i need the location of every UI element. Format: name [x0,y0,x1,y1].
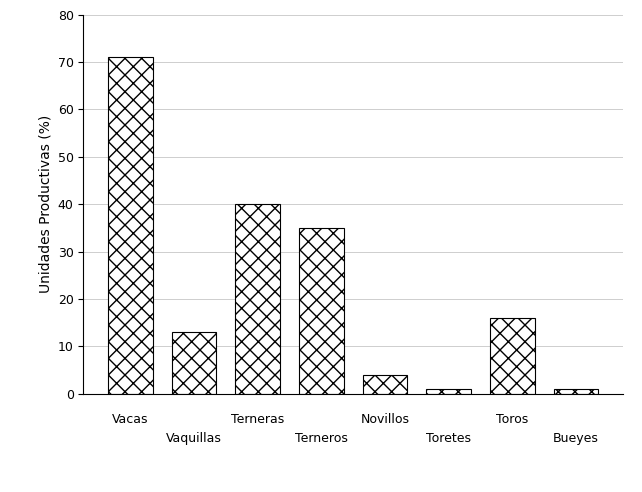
Text: Terneros: Terneros [295,432,348,445]
Bar [490,318,535,394]
Bar [236,204,280,394]
Y-axis label: Unidades Productivas (%): Unidades Productivas (%) [38,115,52,293]
Text: Toretes: Toretes [426,432,471,445]
Text: Bueyes: Bueyes [553,432,599,445]
Text: Toros: Toros [496,413,528,426]
Text: Novillos: Novillos [360,413,410,426]
Bar [553,389,598,394]
Bar [363,375,407,394]
Text: Terneras: Terneras [231,413,284,426]
Bar [108,58,153,394]
Bar [171,332,216,394]
Text: Vacas: Vacas [112,413,148,426]
Text: Vaquillas: Vaquillas [166,432,222,445]
Bar [426,389,471,394]
Bar [299,228,343,394]
